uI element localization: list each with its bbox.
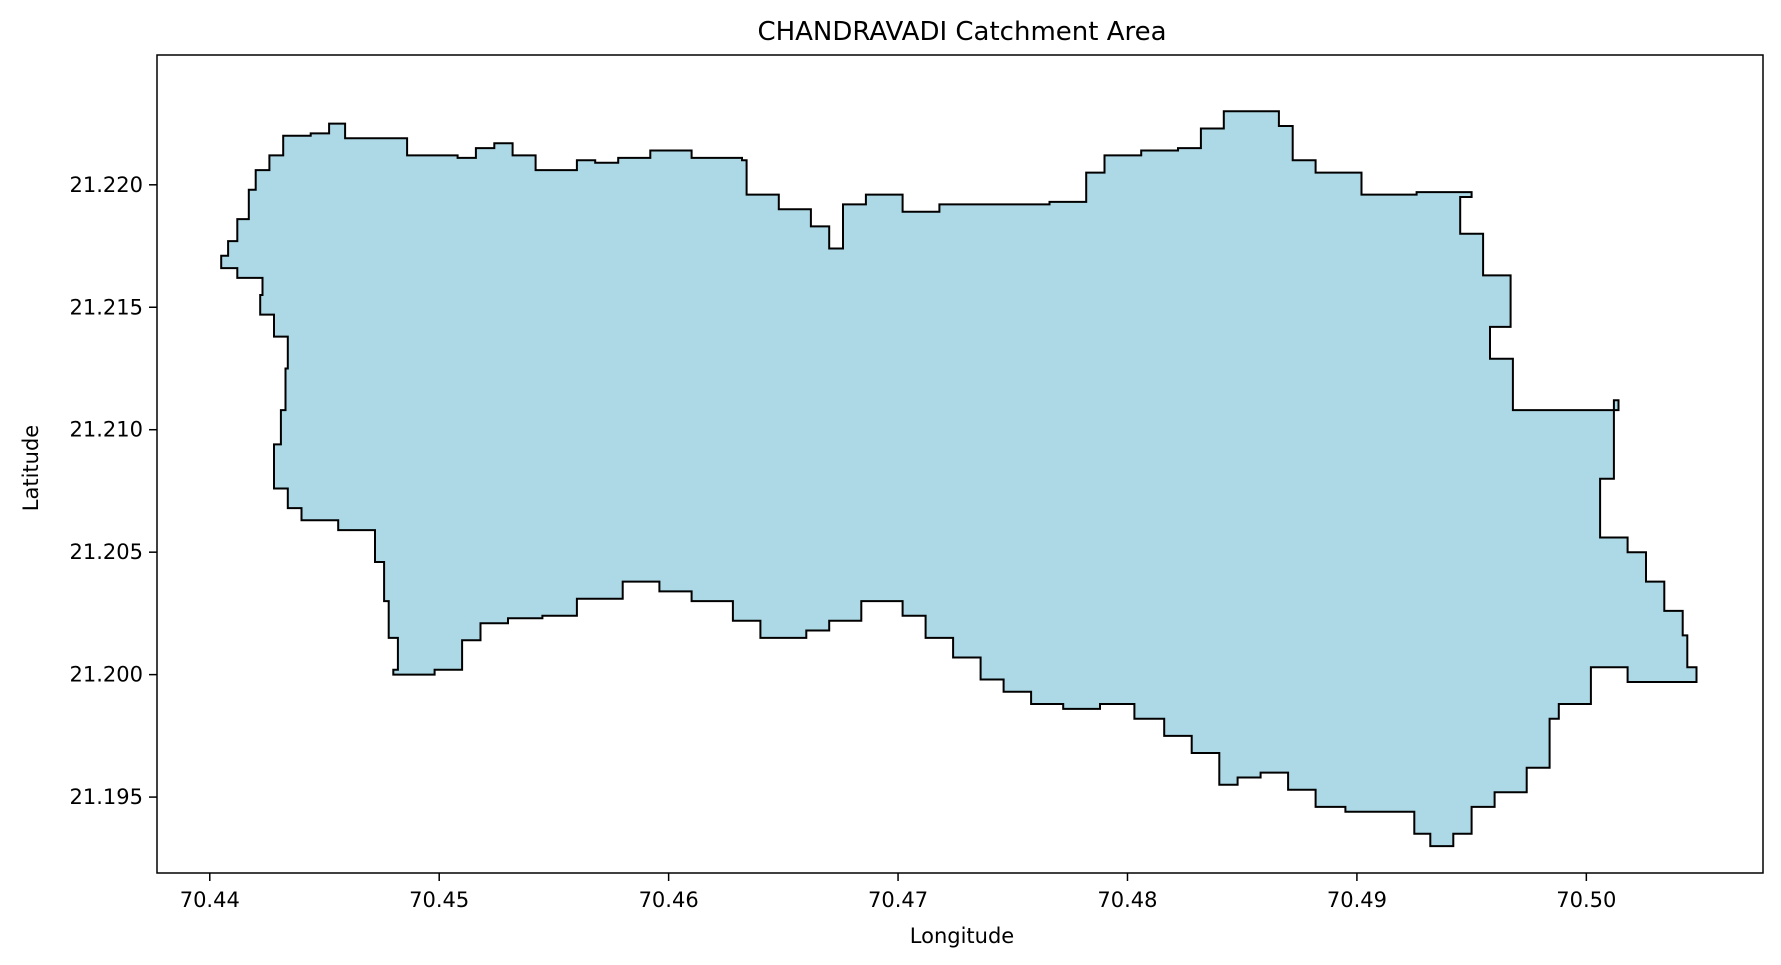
chart-title: CHANDRAVADI Catchment Area — [757, 17, 1166, 47]
x-axis-label: Longitude — [910, 924, 1014, 948]
y-tick-label: 21.195 — [70, 785, 143, 809]
y-tick-label: 21.215 — [70, 295, 143, 319]
y-axis-ticks: 21.195 21.200 21.205 21.210 21.215 21.220 — [70, 173, 157, 809]
y-tick-label: 21.205 — [70, 540, 143, 564]
x-tick-label: 70.50 — [1556, 888, 1616, 912]
x-tick-label: 70.44 — [180, 888, 240, 912]
x-tick-label: 70.49 — [1327, 888, 1387, 912]
x-tick-label: 70.48 — [1097, 888, 1157, 912]
y-tick-label: 21.210 — [70, 418, 143, 442]
axes-frame — [156, 54, 1764, 874]
x-tick-label: 70.47 — [868, 888, 928, 912]
y-axis-label: Latitude — [19, 425, 43, 511]
x-tick-label: 70.45 — [409, 888, 469, 912]
x-axis-ticks: 70.44 70.45 70.46 70.47 70.48 70.49 70.50 — [180, 873, 1616, 912]
plot-area — [156, 54, 1764, 874]
catchment-area-polygon — [220, 110, 1698, 848]
x-tick-label: 70.46 — [639, 888, 699, 912]
y-tick-label: 21.220 — [70, 173, 143, 197]
y-tick-label: 21.200 — [70, 663, 143, 687]
